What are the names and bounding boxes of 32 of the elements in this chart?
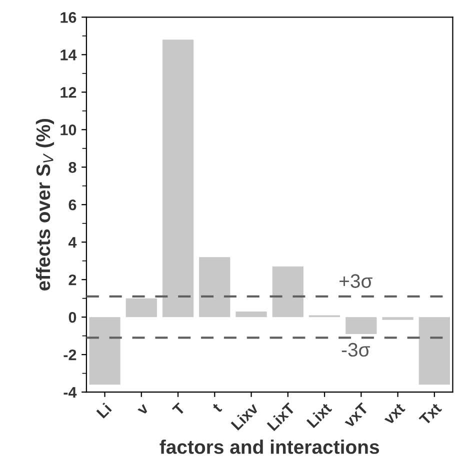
x-tick-label: Txt — [418, 402, 442, 426]
y-tick-label: 16 — [60, 12, 76, 23]
x-tick-label: vxt — [382, 402, 406, 426]
y-tick-label: 2 — [68, 274, 76, 286]
y-axis-title: effects over S$_{V}$ (%) — [36, 119, 54, 290]
bar — [418, 317, 450, 385]
bar — [272, 266, 304, 318]
bar — [162, 40, 194, 318]
bar — [382, 317, 414, 320]
y-tick-label: -4 — [64, 387, 77, 398]
y-tick-label: -2 — [64, 349, 76, 360]
x-tick-label: vxT — [342, 402, 369, 428]
y-tick-label: 4 — [68, 237, 77, 248]
bar — [126, 298, 157, 318]
y-tick-label: 0 — [68, 312, 76, 323]
y-tick-label: 10 — [60, 124, 76, 136]
ref-line-label: -3σ — [342, 342, 370, 357]
bar — [199, 257, 230, 318]
x-tick-label: Lixt — [306, 402, 332, 428]
y-tick-label: 14 — [60, 50, 77, 60]
x-tick-label: v — [138, 404, 150, 416]
y-tick-label: 12 — [60, 87, 76, 98]
x-tick-label: T — [172, 402, 186, 416]
x-tick-label: Li — [96, 402, 112, 419]
y-tick-label: 6 — [68, 199, 76, 210]
y-tick-label: 8 — [68, 162, 76, 173]
ref-line-label: +3σ — [340, 274, 372, 288]
x-tick-label: t — [212, 402, 222, 414]
bar — [89, 317, 120, 385]
x-axis-title: factors and interactions — [160, 440, 380, 454]
bar — [346, 317, 377, 334]
bar — [236, 311, 267, 318]
